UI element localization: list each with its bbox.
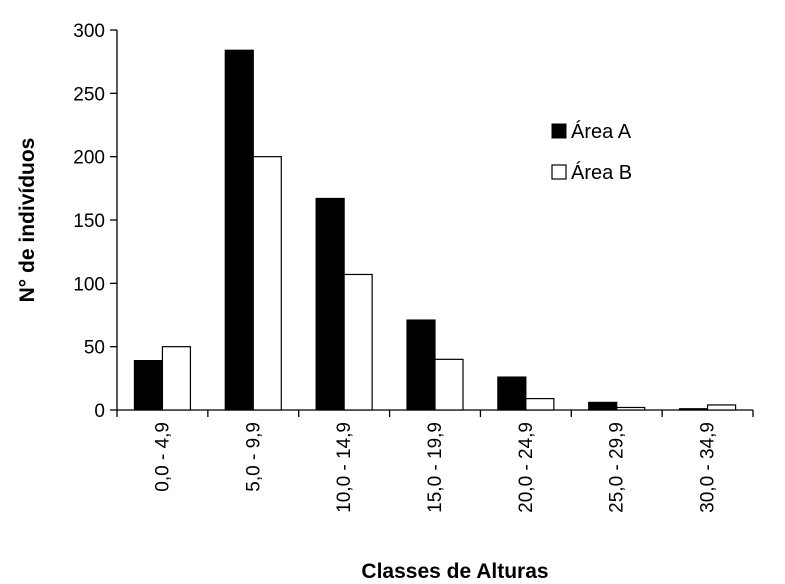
bar-area-b (434, 358, 464, 411)
bar-area-a (497, 376, 527, 411)
legend-swatch-area-b (551, 164, 567, 180)
bar-area-b (343, 273, 373, 411)
y-tick-label: 250 (73, 84, 105, 105)
legend-label-area-b: Área B (571, 161, 632, 184)
y-axis-title: N° de indivíduos (16, 138, 39, 303)
x-tick-label: 25,0 - 29,9 (607, 422, 628, 513)
y-tick-label: 200 (73, 148, 105, 169)
bar-area-a (224, 49, 254, 411)
bar-area-b (616, 406, 646, 411)
legend-label-area-a: Área A (571, 120, 632, 143)
x-tick-label: 30,0 - 34,9 (698, 422, 719, 513)
x-tick-label: 15,0 - 19,9 (425, 422, 446, 513)
bar-area-b (525, 398, 555, 411)
x-tick-label: 0,0 - 4,9 (152, 422, 173, 492)
legend: Área A Área B (551, 120, 632, 184)
y-tick-label: 100 (73, 274, 105, 295)
y-tick-label: 150 (73, 211, 105, 232)
y-tick-label: 300 (73, 21, 105, 42)
x-tick-label: 20,0 - 24,9 (516, 422, 537, 513)
bar-area-a (678, 408, 709, 411)
bar-area-a (133, 360, 164, 411)
bars (133, 49, 737, 411)
bar-area-b (161, 346, 192, 411)
bar-area-b (706, 404, 737, 411)
legend-swatch-area-a (551, 123, 567, 139)
y-tick-label: 0 (94, 401, 105, 422)
x-tick-label: 5,0 - 9,9 (243, 422, 264, 492)
y-axis: 0 50 100 150 200 250 300 (73, 21, 118, 422)
x-axis-title: Classes de Alturas (361, 560, 548, 583)
x-axis: 0,0 - 4,9 5,0 - 9,9 10,0 - 14,9 15,0 - 19,9… (116, 409, 754, 513)
bar-area-b (252, 156, 282, 411)
bar-area-a (315, 197, 345, 411)
x-tick-label: 10,0 - 14,9 (334, 422, 355, 513)
bar-area-a (588, 401, 618, 411)
bar-area-a (406, 319, 436, 411)
y-tick-label: 50 (84, 338, 105, 359)
